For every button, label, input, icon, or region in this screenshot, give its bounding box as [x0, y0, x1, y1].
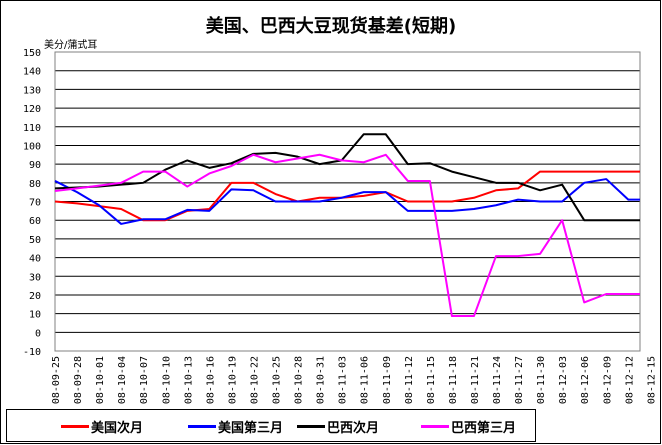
y-tick-label: 120	[23, 104, 41, 115]
chart-title: 美国、巴西大豆现货基差(短期)	[205, 16, 457, 37]
x-tick-label: 08-10-16	[205, 356, 216, 404]
legend-label: 美国第三月	[218, 421, 284, 436]
y-tick-label: 20	[29, 291, 41, 302]
x-tick-label: 08-11-06	[360, 356, 371, 404]
legend-item-brazil-next-month: 巴西次月	[297, 417, 379, 436]
legend-label: 美国次月	[91, 421, 144, 436]
x-tick-label: 08-12-12	[624, 356, 635, 404]
x-tick-label: 08-11-24	[492, 356, 503, 404]
x-tick-label: 08-12-03	[558, 356, 569, 404]
y-tick-label: 150	[23, 48, 41, 59]
y-tick-label: 90	[29, 160, 41, 171]
y-tick-label: 40	[29, 254, 41, 265]
x-tick-label: 08-10-13	[183, 356, 194, 404]
x-tick-label: 08-10-25	[272, 356, 283, 404]
legend-label: 巴西第三月	[451, 421, 517, 436]
legend-swatch	[297, 425, 325, 428]
y-tick-label: 110	[23, 123, 41, 134]
x-tick-label: 08-10-01	[95, 356, 106, 404]
x-tick-label: 08-10-04	[117, 356, 128, 404]
x-tick-label: 08-12-15	[646, 356, 657, 404]
y-tick-label: 80	[29, 179, 41, 190]
x-tick-label: 08-12-09	[602, 356, 613, 404]
x-tick-label: 08-11-27	[514, 356, 525, 404]
x-tick-label: 08-10-22	[249, 356, 260, 404]
legend-label: 巴西次月	[327, 421, 380, 436]
y-tick-label: 0	[35, 328, 41, 339]
y-tick-label: 10	[29, 310, 41, 321]
legend-item-us-next-month: 美国次月	[61, 417, 143, 436]
legend-swatch	[188, 425, 216, 428]
x-tick-label: 08-10-07	[139, 356, 150, 404]
series-line	[54, 178, 640, 225]
x-tick-label: 08-11-12	[404, 356, 415, 404]
x-tick-label: 08-11-21	[470, 356, 481, 404]
y-tick-label: 60	[29, 216, 41, 227]
series-line	[54, 153, 640, 318]
series-line	[54, 133, 640, 222]
x-tick-label: 08-11-18	[448, 356, 459, 404]
x-tick-label: 08-11-09	[382, 356, 393, 404]
x-tick-label: 08-09-28	[73, 356, 84, 404]
x-tick-label: 08-10-31	[316, 356, 327, 404]
x-tick-label: 08-10-28	[294, 356, 305, 404]
legend-swatch	[421, 425, 449, 428]
y-tick-label: 70	[29, 198, 41, 209]
y-tick-label: 140	[23, 67, 41, 78]
x-tick-label: 08-11-15	[426, 356, 437, 404]
x-tick-label: 08-11-03	[338, 356, 349, 404]
y-tick-label: 50	[29, 235, 41, 246]
x-tick-label: 08-12-06	[580, 356, 591, 404]
x-tick-label: 08-09-25	[51, 356, 62, 404]
legend-item-us-third-month: 美国第三月	[188, 417, 283, 436]
y-tick-label: 130	[23, 85, 41, 96]
x-tick-label: 08-10-10	[161, 356, 172, 404]
legend-swatch	[61, 425, 89, 428]
y-tick-label: 100	[23, 141, 41, 152]
y-axis-unit-label: 美分/蒲式耳	[44, 40, 98, 51]
legend-item-brazil-third-month: 巴西第三月	[421, 417, 516, 436]
y-tick-label: 30	[29, 272, 41, 283]
y-tick-label: -10	[23, 347, 41, 358]
x-tick-label: 08-11-30	[536, 356, 547, 404]
legend: 美国次月 美国第三月 巴西次月 巴西第三月	[6, 409, 536, 442]
x-tick-label: 08-10-19	[227, 356, 238, 404]
